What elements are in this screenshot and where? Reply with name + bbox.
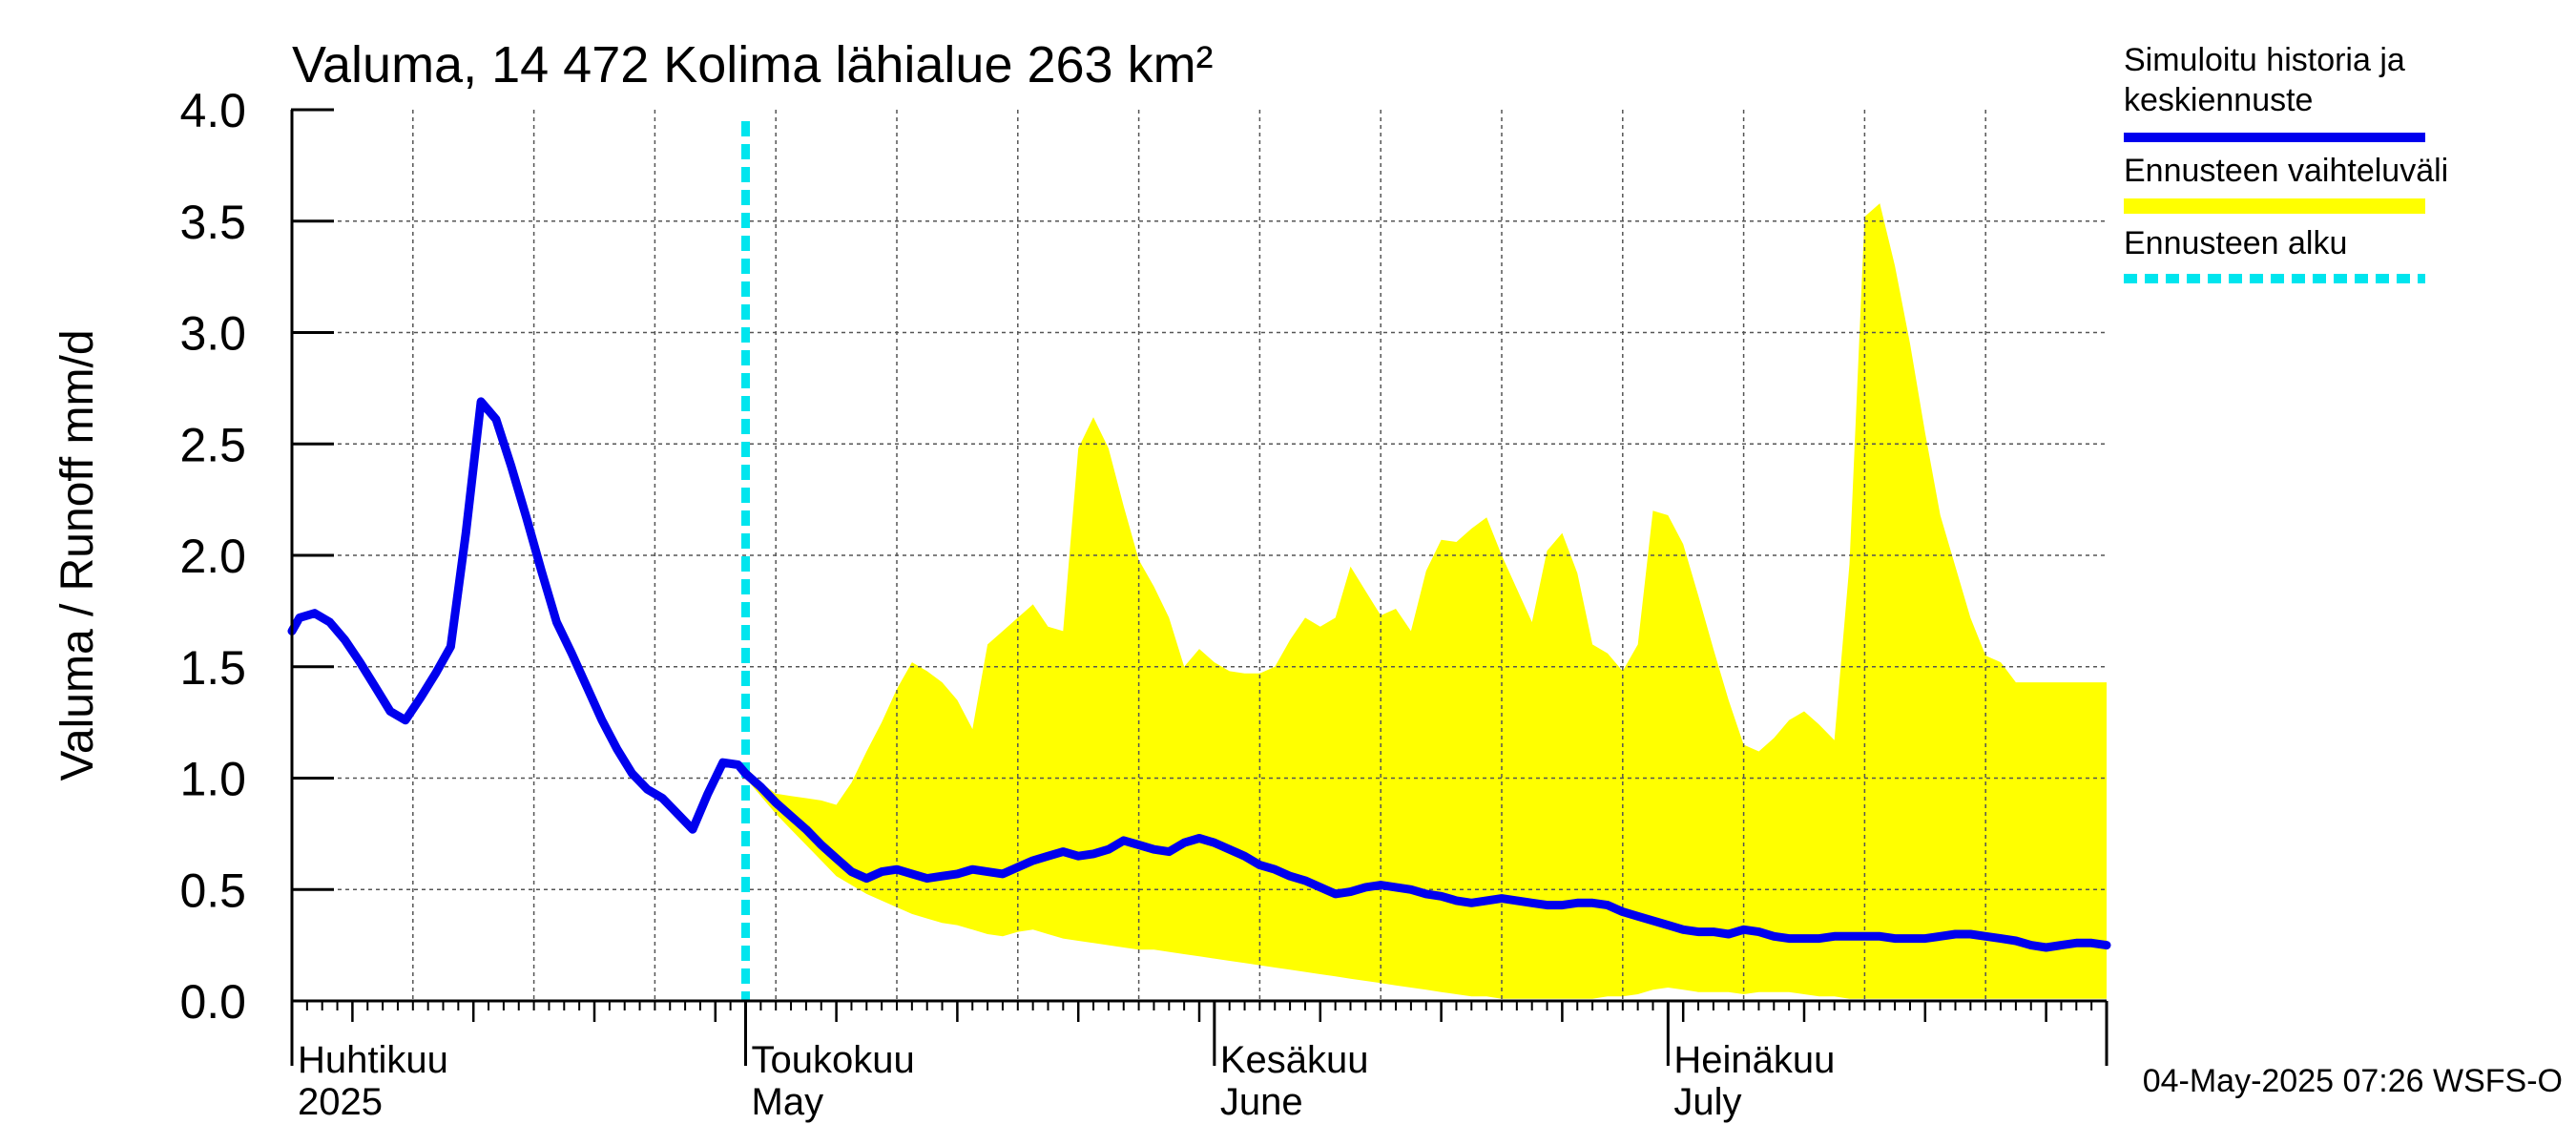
chart-title: Valuma, 14 472 Kolima lähialue 263 km²: [292, 36, 1214, 94]
y-tick-label: 2.5: [179, 418, 246, 471]
month-label-fi: Toukokuu: [752, 1039, 915, 1081]
legend-label: Ennusteen alku: [2124, 225, 2347, 261]
month-label-en: 2025: [298, 1081, 383, 1123]
y-tick-label: 0.5: [179, 864, 246, 917]
y-tick-label: 3.5: [179, 196, 246, 249]
month-label-fi: Huhtikuu: [298, 1039, 448, 1081]
forecast-range-band: [745, 203, 2107, 999]
month-label-en: July: [1673, 1081, 1741, 1123]
month-label-fi: Kesäkuu: [1220, 1039, 1369, 1081]
legend-label: keskiennuste: [2124, 82, 2313, 118]
y-tick-label: 3.0: [179, 307, 246, 361]
month-label-en: May: [752, 1081, 824, 1123]
y-tick-label: 1.5: [179, 641, 246, 695]
y-tick-label: 2.0: [179, 530, 246, 583]
y-axis-label: Valuma / Runoff mm/d: [52, 329, 103, 781]
timestamp-footer: 04-May-2025 07:26 WSFS-O: [2143, 1063, 2563, 1099]
legend-label: Simuloitu historia ja: [2124, 42, 2405, 78]
month-label-en: June: [1220, 1081, 1303, 1123]
y-tick-label: 1.0: [179, 753, 246, 806]
y-tick-label: 0.0: [179, 975, 246, 1029]
mean-runoff-line: [287, 397, 2111, 952]
legend-label: Ennusteen vaihteluväli: [2124, 153, 2448, 189]
month-label-fi: Heinäkuu: [1673, 1039, 1835, 1081]
y-tick-label: 4.0: [179, 84, 246, 137]
